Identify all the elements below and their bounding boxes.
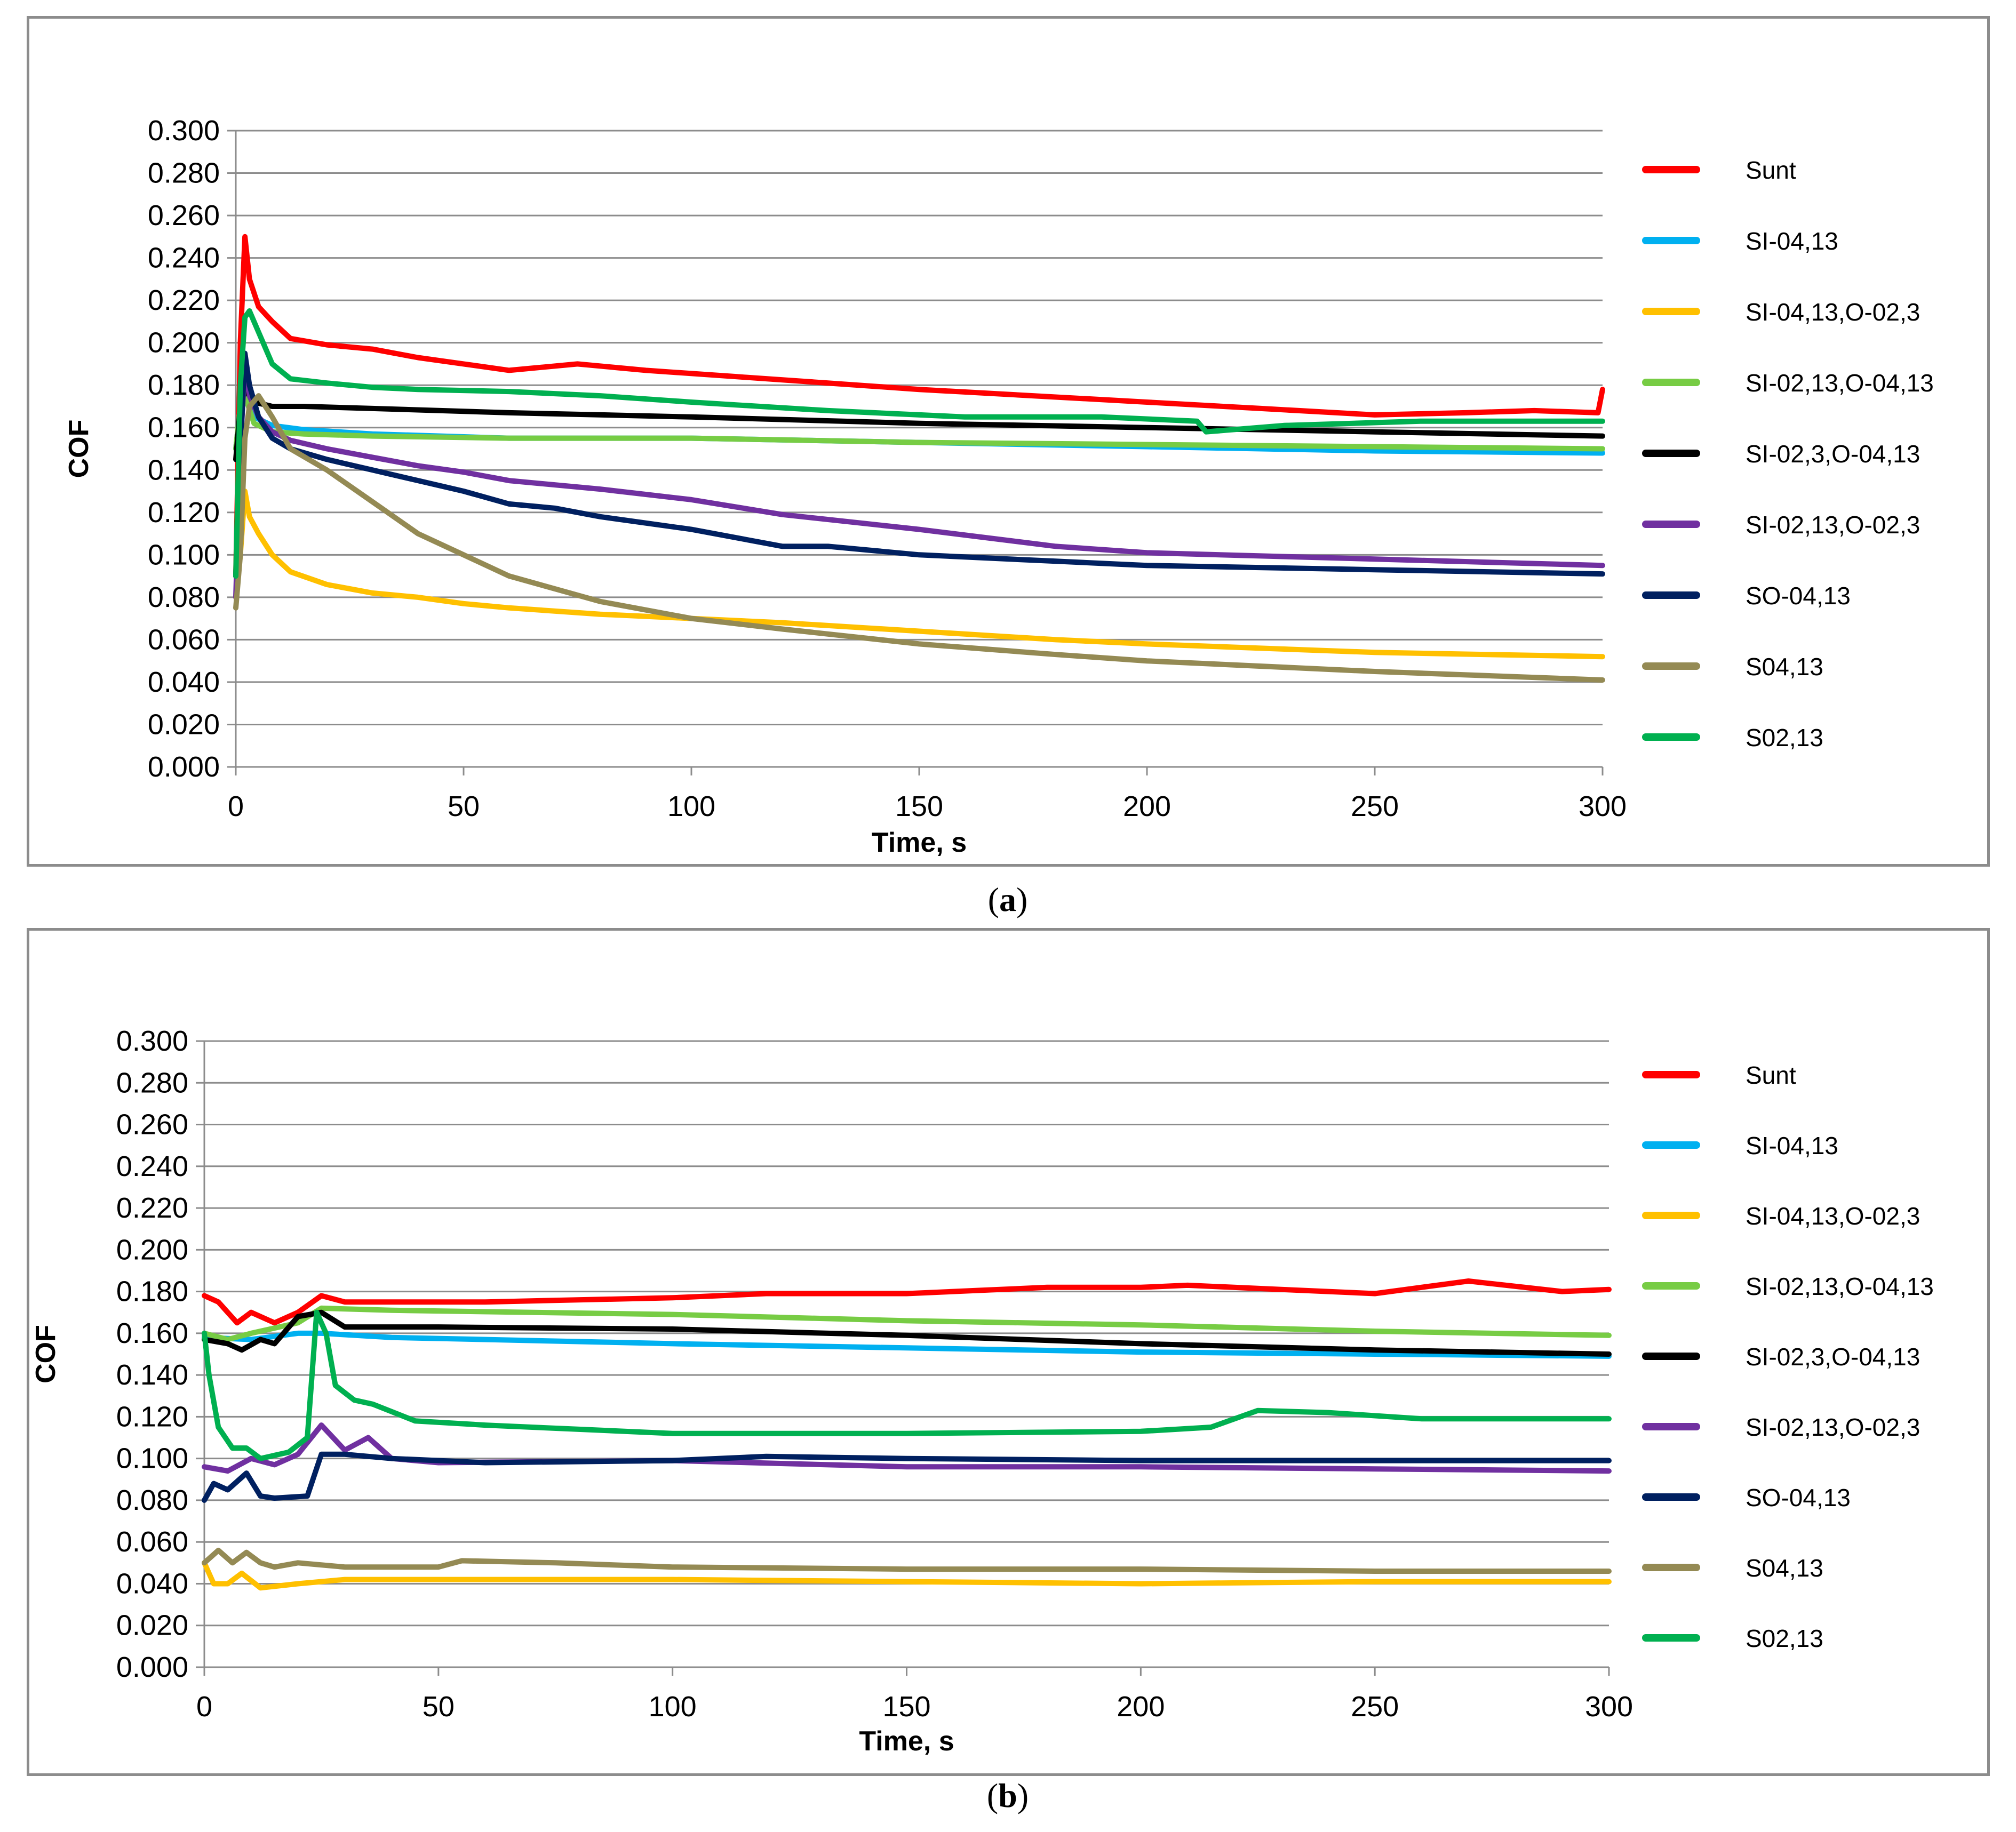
chart-b-ytick-label: 0.160 [116, 1317, 188, 1349]
chart-a-series-line [233, 361, 1605, 600]
chart-a-ytick-label: 0.220 [148, 284, 220, 316]
chart-b-ytick-label: 0.020 [116, 1610, 188, 1642]
chart-b-xtick-label: 50 [423, 1691, 455, 1723]
chart-b-legend-label: SI-02,13,O-04,13 [1746, 1273, 1934, 1300]
chart-b-legend-label: SO-04,13 [1746, 1484, 1851, 1511]
chart-b-xtick-label: 300 [1585, 1691, 1633, 1723]
chart-b-ytick-label: 0.000 [116, 1651, 188, 1683]
chart-b-ytick-label: 0.260 [116, 1109, 188, 1141]
caption-b-letter: b [998, 1777, 1017, 1814]
chart-b: 0.000 0.020 0.040 0.060 0.080 0.100 0.120 0.140… [30, 1025, 1934, 1757]
chart-b-ytick-label: 0.280 [116, 1067, 188, 1099]
chart-a-ytick-label: 0.140 [148, 454, 220, 486]
chart-b-series-line [202, 1560, 1612, 1591]
chart-b-x-axis-title: Time, s [859, 1726, 954, 1757]
chart-a-ytick-label: 0.120 [148, 497, 220, 529]
chart-a-ytick-label: 0.300 [148, 115, 220, 147]
chart-b-ytick-label: 0.200 [116, 1234, 188, 1266]
chart-a-ytick-label: 0.020 [148, 708, 220, 740]
caption-a-letter: a [999, 881, 1016, 918]
chart-a-legend-label: S04,13 [1746, 653, 1823, 681]
chart-b-ytick-label: 0.140 [116, 1359, 188, 1391]
chart-a-xtick-label: 0 [228, 790, 244, 822]
chart-a-xtick-label: 100 [667, 790, 715, 822]
chart-a-ytick-label: 0.040 [148, 666, 220, 698]
chart-b-xtick-label: 0 [196, 1691, 212, 1723]
chart-a-x-axis-title: Time, s [872, 827, 967, 858]
chart-a-ytick-label: 0.160 [148, 412, 220, 444]
caption-b: (b) [986, 1777, 1029, 1814]
chart-a-series-line [233, 393, 1605, 683]
caption-a: (a) [987, 881, 1028, 918]
chart-a-ytick-label: 0.200 [148, 327, 220, 359]
chart-b-series-line [202, 1330, 1612, 1359]
chart-a-ytick-label: 0.080 [148, 581, 220, 613]
chart-b-xtick-label: 100 [649, 1691, 697, 1723]
chart-b-series-line [202, 1309, 1612, 1461]
chart-b-legend-label: SI-02,13,O-02,3 [1746, 1413, 1920, 1441]
chart-b-ytick-label: 0.120 [116, 1401, 188, 1433]
chart-b-ytick-label: 0.100 [116, 1443, 188, 1475]
chart-b-ytick-label: 0.080 [116, 1484, 188, 1516]
chart-b-legend-label: SI-04,13 [1746, 1132, 1838, 1159]
chart-b-legend-label: S02,13 [1746, 1625, 1823, 1652]
chart-a-legend-label: Sunt [1746, 156, 1796, 184]
chart-b-legend-label: SI-04,13,O-02,3 [1746, 1202, 1920, 1230]
chart-a-legend-label: SI-02,13,O-02,3 [1746, 511, 1920, 539]
chart-a-ytick-label: 0.280 [148, 157, 220, 189]
chart-b-ytick-label: 0.040 [116, 1567, 188, 1599]
chart-b-ytick-label: 0.240 [116, 1150, 188, 1182]
chart-b-legend-label: S04,13 [1746, 1554, 1823, 1582]
chart-a-xtick-label: 150 [895, 790, 943, 822]
chart-a-legend-label: SI-02,13,O-04,13 [1746, 369, 1934, 397]
chart-a-series-line [233, 308, 1605, 579]
chart-a-xtick-label: 250 [1351, 790, 1399, 822]
chart-b-ytick-label: 0.180 [116, 1276, 188, 1308]
chart-a-xtick-label: 300 [1579, 790, 1627, 822]
chart-b-ytick-label: 0.060 [116, 1526, 188, 1558]
chart-a-ytick-label: 0.000 [148, 751, 220, 783]
chart-b-series-line [202, 1278, 1612, 1326]
chart-b-series-line [202, 1547, 1612, 1574]
chart-b-xtick-label: 150 [882, 1691, 930, 1723]
chart-a-y-axis-title: COF [63, 420, 94, 478]
chart-a-legend-label: SI-04,13,O-02,3 [1746, 298, 1920, 326]
chart-b-ytick-label: 0.220 [116, 1192, 188, 1224]
chart-b-y-axis-title: COF [30, 1325, 61, 1383]
chart-b-xtick-label: 200 [1117, 1691, 1165, 1723]
chart-a-series-line [233, 489, 1605, 660]
chart-a-xtick-label: 200 [1123, 790, 1171, 822]
chart-b-series-line [202, 1451, 1612, 1503]
chart-a-ytick-label: 0.180 [148, 369, 220, 401]
chart-a-ytick-label: 0.100 [148, 539, 220, 571]
chart-b-xtick-label: 250 [1351, 1691, 1399, 1723]
chart-a-series-line [233, 234, 1605, 579]
chart-a: 0.000 0.020 0.040 0.060 0.080 0.100 0.120 0.140… [63, 115, 1934, 858]
chart-b-legend-label: SI-02,3,O-04,13 [1746, 1343, 1920, 1371]
chart-a-xtick-label: 50 [448, 790, 480, 822]
chart-b-series-line [202, 1305, 1612, 1342]
chart-b-ytick-label: 0.300 [116, 1025, 188, 1057]
chart-a-legend-label: S02,13 [1746, 724, 1823, 751]
chart-a-legend-label: SO-04,13 [1746, 582, 1851, 610]
chart-a-ytick-label: 0.260 [148, 199, 220, 231]
chart-b-series-line [202, 1309, 1612, 1357]
chart-a-ytick-label: 0.060 [148, 623, 220, 655]
chart-a-legend-label: SI-04,13 [1746, 227, 1838, 255]
chart-a-legend-label: SI-02,3,O-04,13 [1746, 440, 1920, 468]
chart-b-legend-label: Sunt [1746, 1061, 1796, 1089]
chart-a-ytick-label: 0.240 [148, 242, 220, 274]
